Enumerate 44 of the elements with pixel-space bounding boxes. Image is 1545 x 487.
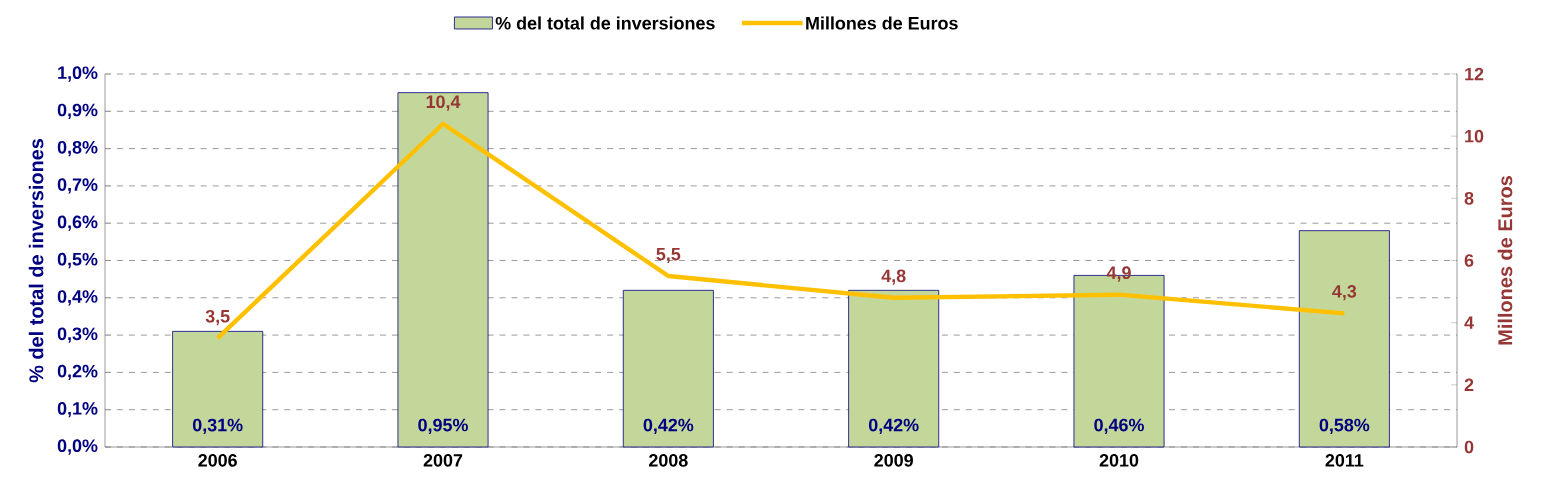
bar: [1298, 230, 1390, 448]
x-tick-label: 2006: [198, 454, 237, 467]
data-label: 3,5: [205, 309, 230, 326]
y-tick-label: 0,2%: [57, 364, 98, 381]
legend-label: % del total de inversiones: [495, 16, 715, 30]
x-tick-label: 2007: [423, 454, 463, 467]
y2-tick-label: 0: [1464, 440, 1474, 454]
bar: [848, 289, 940, 448]
y2-tick-label: 4: [1464, 316, 1474, 329]
y2-tick-label: 12: [1465, 67, 1484, 81]
y2-tick-label: 6: [1464, 254, 1474, 267]
x-tick-label: 2008: [649, 454, 688, 467]
x-tick-label: 2009: [874, 454, 913, 467]
y-tick-label: 0,0%: [57, 439, 98, 455]
y-tick-label: 0,4%: [57, 290, 98, 306]
data-label: 0,95%: [418, 418, 468, 434]
y2-tick-label: 10: [1465, 129, 1484, 143]
data-label: 0,46%: [1094, 418, 1144, 434]
x-tick-label: 2010: [1099, 454, 1139, 467]
y-tick-label: 0,5%: [57, 252, 98, 269]
y-tick-label: 0,9%: [57, 103, 98, 119]
y-tick-label: 0,7%: [57, 178, 98, 194]
bar: [622, 289, 714, 448]
y-tick-label: 1,0%: [58, 66, 98, 82]
data-label: 0,58%: [1319, 418, 1370, 434]
y-tick-label: 0,8%: [57, 140, 98, 157]
legend-label: Millones de Euros: [806, 16, 958, 30]
bar: [172, 330, 264, 448]
data-label: 0,42%: [643, 418, 694, 434]
data-label: 10,4: [426, 95, 461, 111]
data-label: 4,8: [881, 269, 906, 285]
bar: [397, 92, 489, 448]
data-label: 5,5: [656, 247, 681, 264]
y-tick-label: 0,1%: [57, 402, 98, 418]
y-tick-label: 0,3%: [57, 327, 98, 343]
data-label: 0,42%: [868, 418, 919, 434]
data-label: 4,3: [1332, 285, 1357, 301]
x-tick-label: 2011: [1325, 454, 1364, 467]
data-label: 0,31%: [192, 418, 243, 434]
y-tick-label: 0,6%: [57, 215, 98, 231]
y2-tick-label: 2: [1464, 378, 1474, 392]
y2-axis-title: Millones de Euros: [1497, 176, 1513, 345]
y-axis-title: % del total de inversiones: [28, 138, 44, 383]
y2-tick-label: 8: [1464, 191, 1474, 205]
